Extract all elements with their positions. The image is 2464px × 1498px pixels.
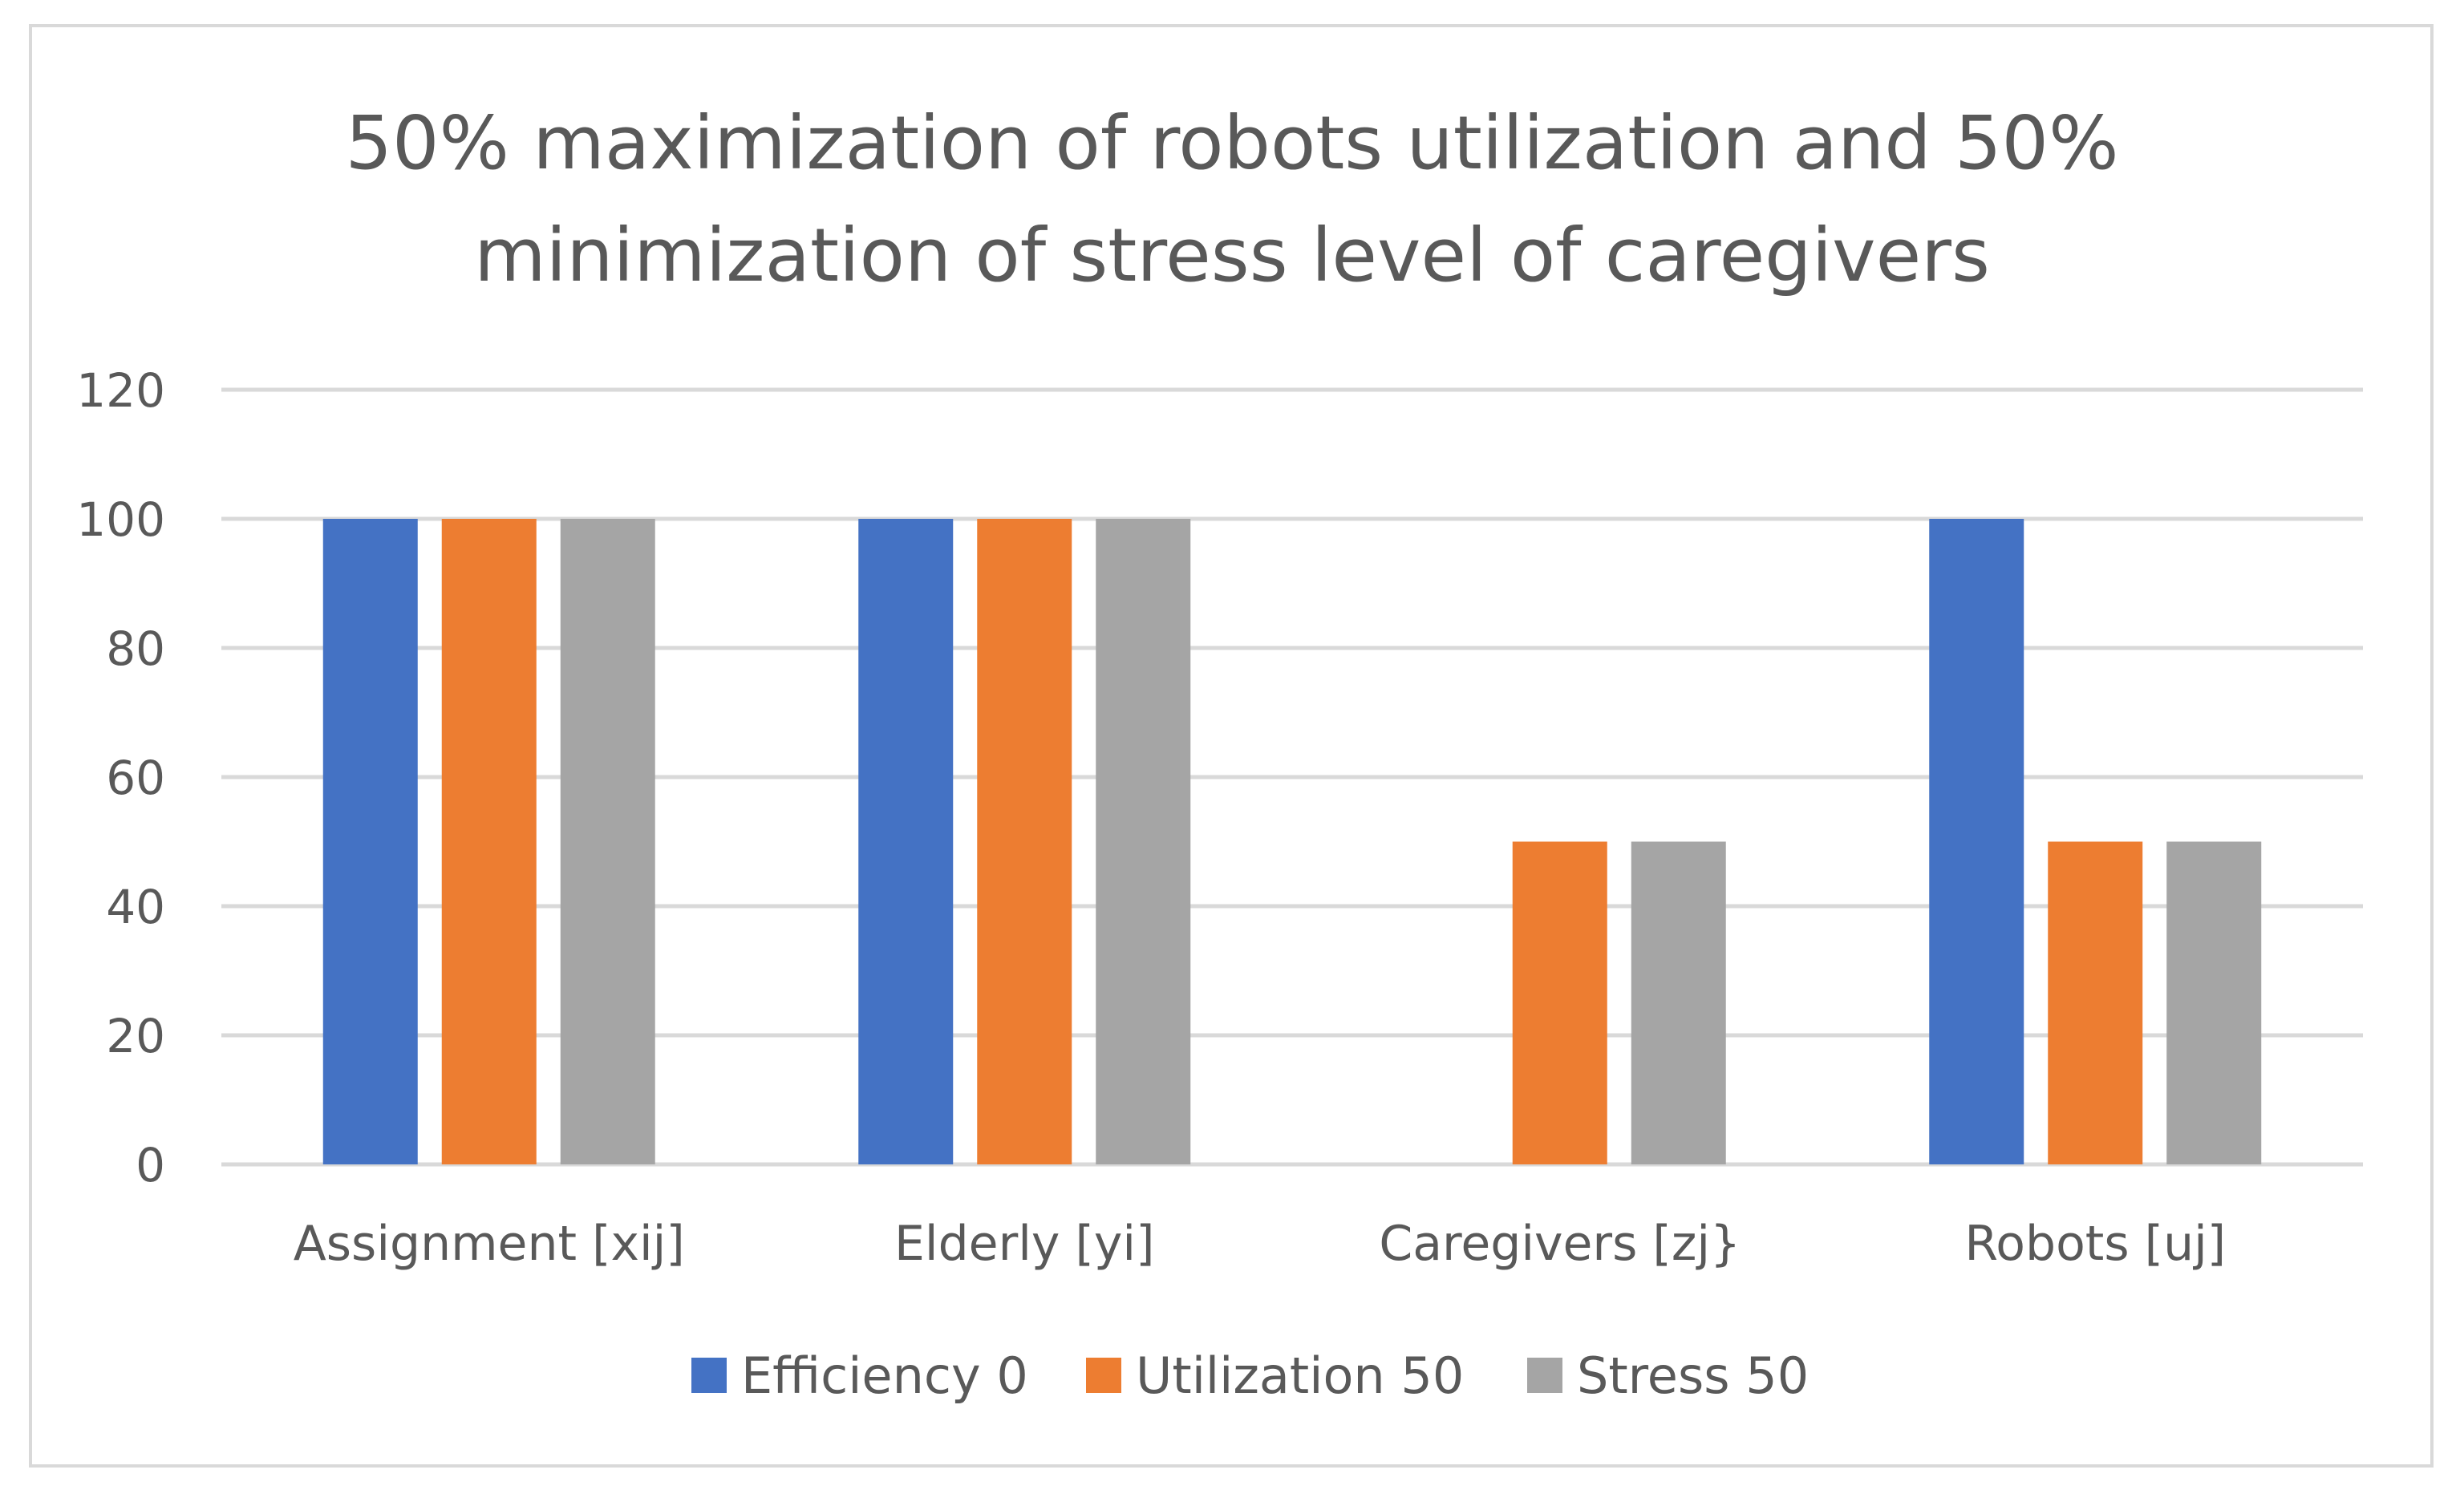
legend-label: Utilization 50	[1136, 1346, 1464, 1405]
y-tick-label: 80	[106, 621, 165, 676]
x-category-label: Caregivers [zj}	[1379, 1216, 1741, 1272]
y-tick-label: 120	[76, 363, 165, 418]
y-tick-label: 40	[106, 880, 165, 934]
bar-efficiency-0	[322, 519, 418, 1164]
bar-utilization-2	[1512, 841, 1607, 1164]
bar-utilization-1	[977, 519, 1072, 1164]
x-axis-categories: Assignment [xij] Elderly [yi] Caregivers […	[294, 1216, 2226, 1272]
bar-stress-0	[560, 519, 655, 1164]
chart-title-line-1: 50% maximization of robots utilization a…	[345, 100, 2118, 186]
bar-stress-1	[1096, 519, 1191, 1164]
y-axis-ticks: 0 20 40 60 80 100 120	[76, 363, 165, 1192]
legend-swatch-utilization	[1086, 1358, 1121, 1393]
x-category-label: Robots [uj]	[1964, 1216, 2226, 1272]
legend-swatch-stress	[1527, 1358, 1562, 1393]
bars	[322, 519, 2262, 1164]
bar-efficiency-3	[1929, 519, 2024, 1164]
y-tick-label: 60	[106, 751, 165, 805]
bar-utilization-0	[441, 519, 537, 1164]
bar-stress-3	[2166, 841, 2262, 1164]
legend-label: Stress 50	[1577, 1346, 1809, 1405]
legend: Efficiency 0 Utilization 50 Stress 50	[691, 1346, 1809, 1405]
chart-title-line-2: minimization of stress level of caregive…	[474, 213, 1990, 298]
gridlines	[221, 387, 2363, 1167]
y-tick-label: 20	[106, 1009, 165, 1063]
bar-efficiency-1	[858, 519, 954, 1164]
x-category-label: Assignment [xij]	[294, 1216, 685, 1272]
x-category-label: Elderly [yi]	[894, 1216, 1155, 1272]
y-tick-label: 100	[76, 492, 165, 547]
bar-stress-2	[1631, 841, 1726, 1164]
legend-swatch-efficiency	[691, 1358, 727, 1393]
bar-utilization-3	[2048, 841, 2143, 1164]
y-tick-label: 0	[136, 1138, 165, 1192]
chart-frame	[29, 24, 2434, 1468]
legend-label: Efficiency 0	[741, 1346, 1028, 1405]
